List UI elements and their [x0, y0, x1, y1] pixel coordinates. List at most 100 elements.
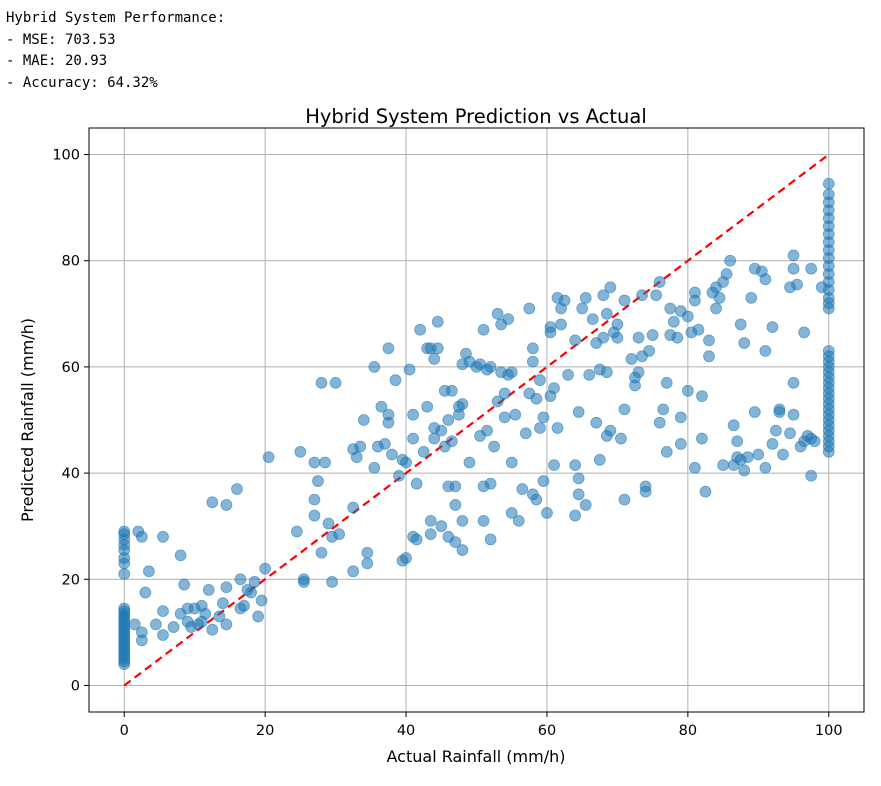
scatter-point: [445, 435, 458, 448]
scatter-point: [456, 544, 469, 556]
data-points: [118, 177, 835, 671]
scatter-point: [368, 361, 381, 373]
scatter-point: [534, 374, 546, 387]
scatter-point: [326, 576, 338, 588]
scatter-point: [315, 376, 328, 389]
scatter-point: [597, 331, 610, 344]
scatter-point: [805, 262, 818, 275]
scatter-point: [135, 626, 148, 639]
scatter-point: [431, 342, 444, 355]
scatter-point: [822, 177, 835, 190]
scatter-point: [526, 342, 539, 355]
scatter-point: [403, 363, 416, 376]
scatter-point: [400, 456, 412, 469]
scatter-point: [615, 432, 627, 445]
scatter-point: [689, 461, 701, 474]
scatter-point: [259, 562, 272, 575]
scatter-point: [449, 536, 462, 549]
scatter-point: [421, 400, 434, 413]
scatter-point: [449, 499, 462, 511]
scatter-point: [308, 456, 321, 469]
scatter-point: [597, 289, 610, 302]
scatter-point: [548, 459, 560, 472]
y-tick-label: 80: [62, 254, 80, 270]
scatter-point: [410, 533, 423, 546]
scatter-point: [389, 374, 402, 387]
scatter-point: [449, 480, 462, 493]
scatter-point: [611, 318, 624, 331]
scatter-point: [611, 331, 624, 344]
scatter-point: [625, 353, 638, 365]
scatter-point: [484, 361, 497, 373]
scatter-point: [213, 610, 226, 623]
scatter-point: [386, 448, 398, 461]
scatter-point: [689, 286, 701, 299]
scatter-point: [822, 345, 835, 357]
scatter-point: [294, 445, 307, 458]
scatter-point: [142, 565, 155, 578]
scatter-point: [558, 294, 571, 307]
plot-frame: [88, 127, 865, 713]
scatter-point: [537, 475, 550, 487]
scatter-point: [667, 315, 680, 328]
scatter-point: [724, 254, 737, 267]
scatter-point: [491, 307, 504, 320]
scatter-point: [720, 268, 733, 280]
scatter-point: [632, 331, 645, 344]
x-axis-ticks: 0 20 40 60 80 100: [120, 712, 843, 739]
scatter-point: [361, 557, 374, 570]
scatter-point: [407, 408, 419, 421]
scatter-point: [174, 549, 187, 562]
y-tick-label: 60: [62, 360, 80, 376]
scatter-point: [572, 472, 585, 485]
y-tick-label: 0: [71, 678, 80, 694]
scatter-point: [530, 392, 543, 405]
scatter-point: [636, 289, 648, 302]
scatter-point: [445, 384, 458, 397]
scatter-point: [157, 530, 169, 543]
scatter-point: [671, 331, 684, 344]
scatter-point: [319, 456, 331, 469]
scatter-point: [562, 368, 574, 381]
scatter-point: [745, 291, 758, 304]
scatter-point: [643, 345, 656, 357]
scatter-point: [333, 528, 346, 541]
scatter-point: [498, 411, 511, 424]
scatter-point: [618, 403, 631, 416]
scatter-point: [583, 368, 596, 381]
scatter-point: [488, 440, 501, 453]
y-tick-label: 40: [62, 466, 80, 482]
scatter-point: [534, 422, 546, 434]
scatter-point: [773, 406, 786, 418]
scatter-point: [361, 546, 374, 559]
scatter-point: [798, 326, 811, 339]
scatter-point: [537, 411, 550, 424]
scatter-point: [202, 583, 215, 596]
scatter-point: [600, 366, 613, 379]
scatter-point: [738, 337, 751, 349]
scatter-point: [502, 313, 515, 326]
scatter-point: [357, 414, 370, 426]
scatter-point: [382, 416, 395, 429]
y-axis-ticks: 0 20 40 60 80 100: [52, 148, 89, 694]
scatter-point: [350, 451, 363, 464]
scatter-point: [516, 483, 529, 495]
scatter-point: [759, 273, 772, 286]
scatter-point: [569, 509, 582, 522]
scatter-point: [322, 517, 335, 530]
x-tick-label: 20: [256, 723, 274, 739]
scatter-point: [354, 440, 367, 453]
scatter-point: [759, 461, 772, 474]
scatter-point: [290, 525, 303, 538]
scatter-point: [178, 578, 191, 591]
scatter-point: [696, 390, 708, 403]
scatter-point: [379, 437, 391, 450]
scatter-point: [382, 342, 395, 355]
scatter-point: [766, 437, 779, 450]
scatter-point: [727, 419, 740, 432]
scatter-point: [787, 262, 800, 275]
scatter-point: [491, 395, 504, 408]
scatter-point: [731, 435, 744, 448]
scatter-point: [555, 318, 567, 331]
scatter-point: [713, 291, 726, 304]
